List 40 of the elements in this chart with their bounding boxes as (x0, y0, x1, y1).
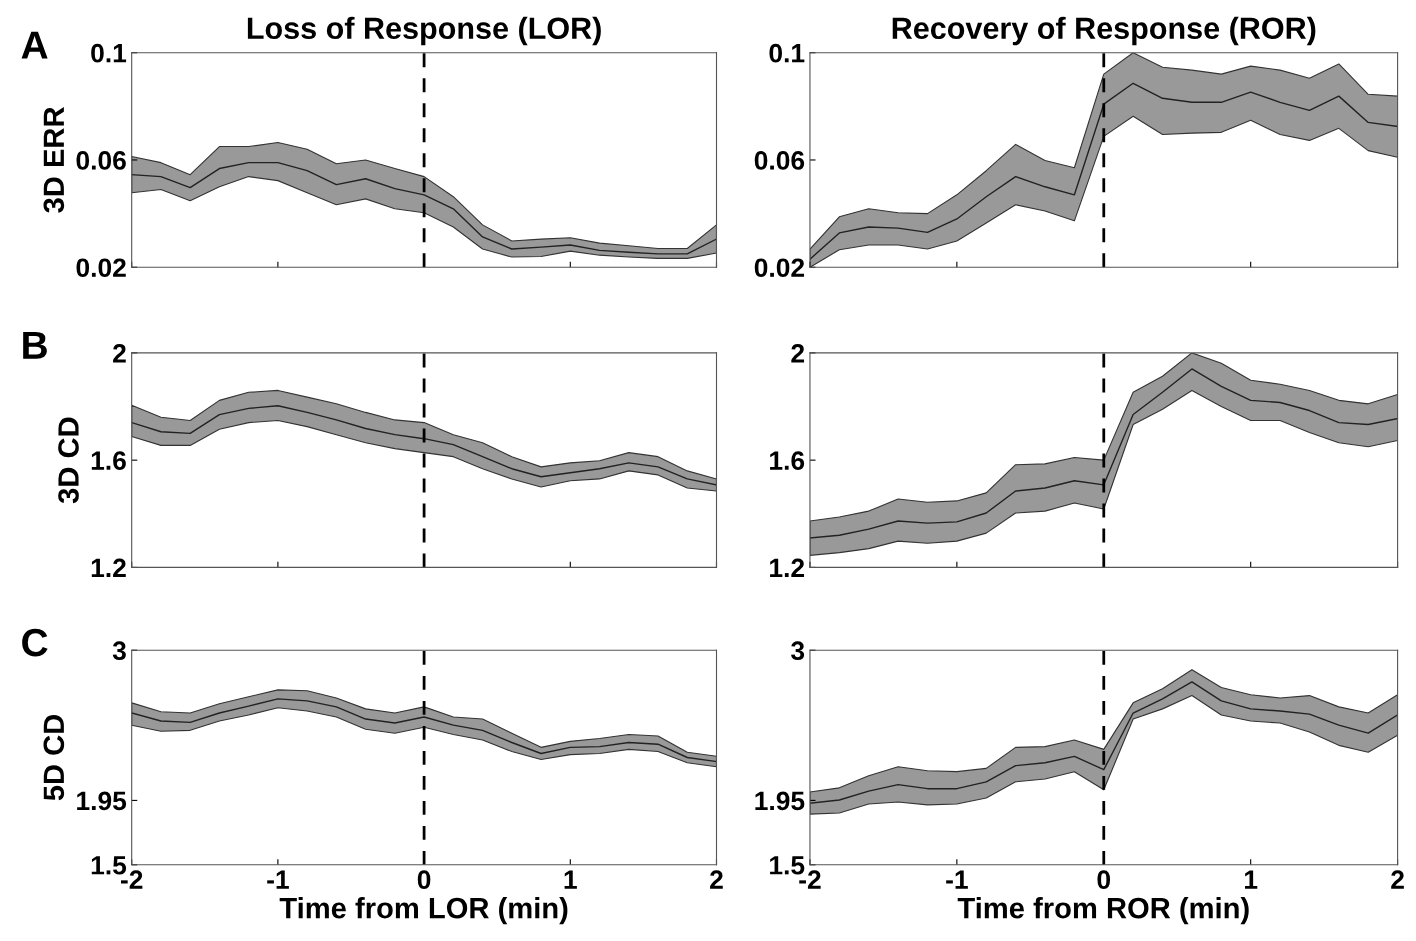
x-tick-label: 1 (564, 870, 577, 889)
text: B (23, 331, 47, 359)
x-tick-label: 2 (710, 870, 723, 889)
x-axis-title: Time from LOR (min) (279, 897, 568, 925)
y-tick-label: 3 (112, 641, 126, 661)
line-series (131, 161, 717, 255)
y-tick-label: 3 (791, 641, 805, 661)
y-tick-label: 0.06 (754, 151, 805, 170)
line-series (131, 405, 717, 486)
y-tick-label: 1.6 (770, 451, 805, 470)
x-tick-label: 0 (1097, 870, 1111, 890)
y-tick-label: 1.95 (77, 791, 127, 811)
text: C (22, 628, 48, 657)
text: A (21, 31, 48, 59)
line-series (809, 681, 1398, 804)
chart-title: Recovery of Response (ROR) (892, 16, 1316, 46)
y-axis-title: 3D ERR (43, 107, 65, 213)
line-series (809, 82, 1398, 260)
y-tick-label: 1.2 (91, 558, 126, 577)
chart-title: Loss of Response (LOR) (247, 16, 601, 46)
y-tick-label: 0.02 (754, 258, 805, 278)
y-tick-label: 0.06 (76, 151, 126, 170)
y-tick-label: 0.02 (76, 258, 126, 278)
x-tick-label: 0 (417, 870, 431, 890)
y-tick-label: 1.2 (770, 558, 805, 577)
y-tick-label: 0.1 (769, 43, 805, 63)
line-series (809, 368, 1398, 539)
y-tick-label: 1.95 (755, 791, 805, 811)
x-tick-label: -1 (946, 870, 968, 889)
y-axis-title: 3D CD (58, 417, 79, 504)
y-tick-label: 1.6 (91, 451, 126, 470)
y-axis-title: 5D CD (43, 714, 65, 801)
x-tick-label: 2 (1391, 870, 1404, 889)
x-tick-label: -1 (267, 870, 289, 889)
x-tick-label: 1 (1245, 870, 1258, 889)
y-tick-label: 2 (113, 344, 126, 363)
y-tick-label: 2 (791, 344, 805, 363)
y-tick-label: 0.1 (91, 43, 127, 63)
x-axis-title: Time from ROR (min) (957, 897, 1249, 925)
line-series (131, 698, 717, 763)
